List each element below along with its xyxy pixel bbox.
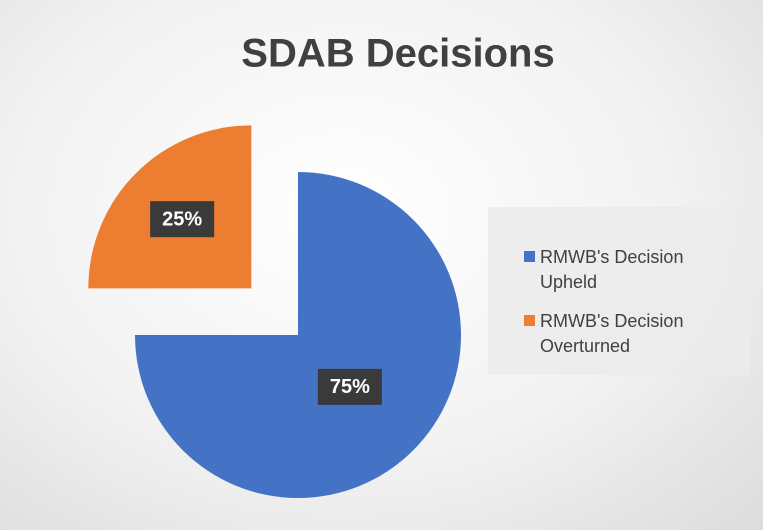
legend-label: RMWB's Decision Upheld	[540, 247, 684, 292]
legend-swatch	[524, 251, 535, 262]
legend-entry: RMWB's Decision Overturned	[524, 309, 750, 359]
data-label: 25%	[162, 208, 202, 230]
legend-entry: RMWB's Decision Upheld	[524, 245, 750, 295]
label-box	[150, 201, 215, 238]
pie-slice	[135, 172, 461, 498]
legend: RMWB's Decision Upheld RMWB's Decision Ov…	[488, 207, 750, 375]
label-box	[317, 368, 382, 405]
legend-swatch	[524, 315, 535, 326]
chart-title: SDAB Decisions	[241, 32, 554, 76]
legend-label: RMWB's Decision Overturned	[540, 311, 684, 356]
data-label: 75%	[330, 376, 370, 398]
